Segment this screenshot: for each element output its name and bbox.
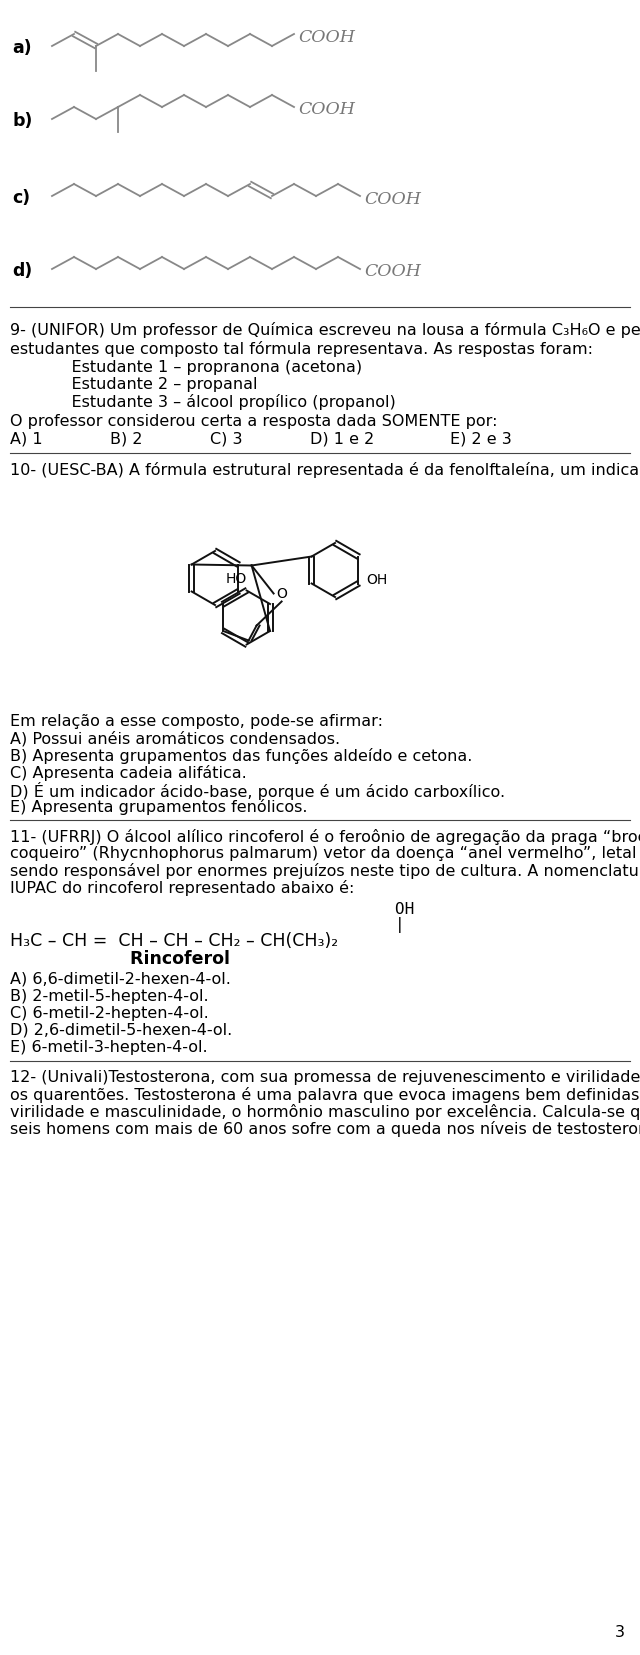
Text: Estudante 3 – álcool propílico (propanol): Estudante 3 – álcool propílico (propanol…: [10, 394, 396, 410]
Text: A) 6,6-dimetil-2-hexen-4-ol.: A) 6,6-dimetil-2-hexen-4-ol.: [10, 971, 231, 986]
Text: COOH: COOH: [364, 263, 421, 280]
Text: c): c): [12, 189, 30, 207]
Text: HO: HO: [226, 573, 247, 586]
Text: Rincoferol: Rincoferol: [10, 950, 230, 968]
Text: COOH: COOH: [364, 190, 421, 207]
Text: D) 2,6-dimetil-5-hexen-4-ol.: D) 2,6-dimetil-5-hexen-4-ol.: [10, 1023, 232, 1038]
Text: D) 1 e 2: D) 1 e 2: [310, 432, 374, 447]
Text: 9- (UNIFOR) Um professor de Química escreveu na lousa a fórmula C₃H₆O e pergunto: 9- (UNIFOR) Um professor de Química escr…: [10, 321, 640, 356]
Text: C) 3: C) 3: [210, 432, 243, 447]
Text: C) Apresenta cadeia alifática.: C) Apresenta cadeia alifática.: [10, 765, 247, 781]
Text: a): a): [12, 40, 31, 56]
Text: COOH: COOH: [298, 101, 355, 119]
Text: coqueiro” (Rhycnhophorus palmarum) vetor da doença “anel vermelho”, letal para a: coqueiro” (Rhycnhophorus palmarum) vetor…: [10, 846, 640, 861]
Text: E) 2 e 3: E) 2 e 3: [450, 432, 512, 447]
Text: E) 6-metil-3-hepten-4-ol.: E) 6-metil-3-hepten-4-ol.: [10, 1039, 207, 1054]
Text: d): d): [12, 261, 32, 280]
Text: sendo responsável por enormes prejuízos neste tipo de cultura. A nomenclatura se: sendo responsável por enormes prejuízos …: [10, 862, 640, 879]
Text: b): b): [12, 113, 33, 131]
Text: B) Apresenta grupamentos das funções aldeído e cetona.: B) Apresenta grupamentos das funções ald…: [10, 748, 472, 763]
Text: OH: OH: [10, 902, 414, 917]
Text: O: O: [276, 588, 287, 601]
Text: virilidade e masculinidade, o hormônio masculino por excelência. Calcula-se que : virilidade e masculinidade, o hormônio m…: [10, 1104, 640, 1119]
Text: C) 6-metil-2-hepten-4-ol.: C) 6-metil-2-hepten-4-ol.: [10, 1005, 209, 1021]
Text: B) 2-metil-5-hepten-4-ol.: B) 2-metil-5-hepten-4-ol.: [10, 988, 209, 1003]
Text: IUPAC do rincoferol representado abaixo é:: IUPAC do rincoferol representado abaixo …: [10, 879, 355, 895]
Text: COOH: COOH: [298, 28, 355, 45]
Text: |: |: [10, 917, 404, 932]
Text: E) Apresenta grupamentos fenólicos.: E) Apresenta grupamentos fenólicos.: [10, 798, 307, 814]
Text: 3: 3: [615, 1624, 625, 1638]
Text: B) 2: B) 2: [110, 432, 143, 447]
Text: O professor considerou certa a resposta dada SOMENTE por:: O professor considerou certa a resposta …: [10, 414, 497, 429]
Text: A) 1: A) 1: [10, 432, 43, 447]
Text: os quarentões. Testosterona é uma palavra que evoca imagens bem definidas: múscu: os quarentões. Testosterona é uma palavr…: [10, 1086, 640, 1102]
Text: seis homens com mais de 60 anos sofre com a queda nos níveis de testosterona. “I: seis homens com mais de 60 anos sofre co…: [10, 1120, 640, 1137]
Text: OH: OH: [366, 573, 388, 588]
Text: A) Possui anéis aromáticos condensados.: A) Possui anéis aromáticos condensados.: [10, 730, 340, 746]
Text: D) É um indicador ácido-base, porque é um ácido carboxílico.: D) É um indicador ácido-base, porque é u…: [10, 781, 505, 799]
Text: Estudante 2 – propanal: Estudante 2 – propanal: [10, 377, 257, 392]
Text: 11- (UFRRJ) O álcool alílico rincoferol é o feroônio de agregação da praga “broc: 11- (UFRRJ) O álcool alílico rincoferol …: [10, 829, 640, 844]
Text: Estudante 1 – propranona (acetona): Estudante 1 – propranona (acetona): [10, 359, 362, 374]
Text: H₃C – CH =  CH – CH – CH₂ – CH(CH₃)₂: H₃C – CH = CH – CH – CH₂ – CH(CH₃)₂: [10, 932, 338, 950]
Text: Em relação a esse composto, pode-se afirmar:: Em relação a esse composto, pode-se afir…: [10, 713, 383, 728]
Text: 12- (Univali)Testosterona, com sua promessa de rejuvenescimento e virilidade, vi: 12- (Univali)Testosterona, com sua prome…: [10, 1069, 640, 1084]
Text: 10- (UESC-BA) A fórmula estrutural representada é da fenolftaleína, um indicador: 10- (UESC-BA) A fórmula estrutural repre…: [10, 462, 640, 478]
